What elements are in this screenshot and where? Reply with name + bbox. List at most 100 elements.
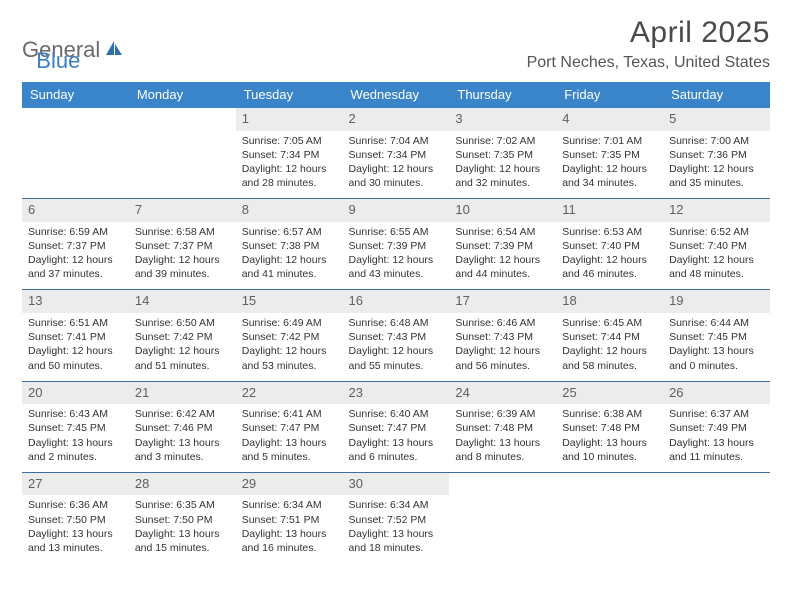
day-number: 3	[449, 108, 556, 131]
day-details: Sunrise: 6:46 AMSunset: 7:43 PMDaylight:…	[455, 316, 550, 373]
daylight-line: Daylight: 12 hours and 48 minutes.	[669, 253, 764, 281]
day-number: 5	[663, 108, 770, 131]
daylight-line: Daylight: 12 hours and 39 minutes.	[135, 253, 230, 281]
sunset-line: Sunset: 7:38 PM	[242, 239, 337, 253]
calendar-cell: 19Sunrise: 6:44 AMSunset: 7:45 PMDayligh…	[663, 290, 770, 381]
day-number: 8	[236, 199, 343, 222]
calendar-cell: 3Sunrise: 7:02 AMSunset: 7:35 PMDaylight…	[449, 108, 556, 199]
sunrise-line: Sunrise: 6:53 AM	[562, 225, 657, 239]
location-subtitle: Port Neches, Texas, United States	[527, 54, 770, 72]
calendar-cell: 17 Sunrise: 6:46 AMSunset: 7:43 PMDayligh…	[449, 290, 556, 381]
day-number: 15	[236, 290, 343, 313]
calendar-cell: 21Sunrise: 6:42 AMSunset: 7:46 PMDayligh…	[129, 381, 236, 472]
sunset-line: Sunset: 7:46 PM	[135, 421, 230, 435]
daylight-line: Daylight: 12 hours and 41 minutes.	[242, 253, 337, 281]
day-details: Sunrise: 7:00 AMSunset: 7:36 PMDaylight:…	[669, 134, 764, 191]
day-number: 9	[343, 199, 450, 222]
day-details: Sunrise: 6:35 AMSunset: 7:50 PMDaylight:…	[135, 498, 230, 555]
calendar-cell: 29Sunrise: 6:34 AMSunset: 7:51 PMDayligh…	[236, 472, 343, 563]
calendar-cell: 22Sunrise: 6:41 AMSunset: 7:47 PMDayligh…	[236, 381, 343, 472]
daylight-line: Daylight: 12 hours and 30 minutes.	[349, 162, 444, 190]
sunrise-line: Sunrise: 6:43 AM	[28, 407, 123, 421]
daylight-line: Daylight: 12 hours and 34 minutes.	[562, 162, 657, 190]
day-number: 14	[129, 290, 236, 313]
day-details: Sunrise: 6:50 AMSunset: 7:42 PMDaylight:…	[135, 316, 230, 373]
day-number: 17	[449, 290, 556, 313]
sunset-line: Sunset: 7:35 PM	[455, 148, 550, 162]
sunrise-line: Sunrise: 7:02 AM	[455, 134, 550, 148]
calendar-week-row: 20Sunrise: 6:43 AMSunset: 7:45 PMDayligh…	[22, 381, 770, 472]
sunrise-line: Sunrise: 6:46 AM	[455, 316, 550, 330]
daylight-line: Daylight: 12 hours and 58 minutes.	[562, 344, 657, 372]
calendar-cell: 14 Sunrise: 6:50 AMSunset: 7:42 PMDayligh…	[129, 290, 236, 381]
header: General Blue April 2025 Port Neches, Tex…	[22, 16, 770, 74]
sunrise-line: Sunrise: 6:59 AM	[28, 225, 123, 239]
daylight-line: Daylight: 12 hours and 56 minutes.	[455, 344, 550, 372]
day-number: 26	[663, 382, 770, 405]
daylight-line: Daylight: 12 hours and 35 minutes.	[669, 162, 764, 190]
daylight-line: Daylight: 12 hours and 53 minutes.	[242, 344, 337, 372]
sunrise-line: Sunrise: 7:01 AM	[562, 134, 657, 148]
col-monday: Monday	[129, 82, 236, 108]
day-details: Sunrise: 7:05 AMSunset: 7:34 PMDaylight:…	[242, 134, 337, 191]
sunset-line: Sunset: 7:50 PM	[28, 513, 123, 527]
calendar-cell: 18 Sunrise: 6:45 AMSunset: 7:44 PMDayligh…	[556, 290, 663, 381]
sunrise-line: Sunrise: 6:44 AM	[669, 316, 764, 330]
calendar-week-row: 6Sunrise: 6:59 AMSunset: 7:37 PMDaylight…	[22, 199, 770, 290]
col-wednesday: Wednesday	[343, 82, 450, 108]
day-details: Sunrise: 6:34 AMSunset: 7:51 PMDaylight:…	[242, 498, 337, 555]
sunrise-line: Sunrise: 6:50 AM	[135, 316, 230, 330]
daylight-line: Daylight: 13 hours and 2 minutes.	[28, 436, 123, 464]
day-number: 25	[556, 382, 663, 405]
sunrise-line: Sunrise: 6:48 AM	[349, 316, 444, 330]
sunset-line: Sunset: 7:45 PM	[28, 421, 123, 435]
day-number: 30	[343, 473, 450, 496]
sunrise-line: Sunrise: 6:40 AM	[349, 407, 444, 421]
calendar-cell: 7Sunrise: 6:58 AMSunset: 7:37 PMDaylight…	[129, 199, 236, 290]
sunrise-line: Sunrise: 6:34 AM	[349, 498, 444, 512]
day-details: Sunrise: 6:53 AMSunset: 7:40 PMDaylight:…	[562, 225, 657, 282]
sunrise-line: Sunrise: 6:54 AM	[455, 225, 550, 239]
day-details: Sunrise: 6:43 AMSunset: 7:45 PMDaylight:…	[28, 407, 123, 464]
calendar-cell: 11Sunrise: 6:53 AMSunset: 7:40 PMDayligh…	[556, 199, 663, 290]
sunrise-line: Sunrise: 6:37 AM	[669, 407, 764, 421]
calendar-cell: 28Sunrise: 6:35 AMSunset: 7:50 PMDayligh…	[129, 472, 236, 563]
calendar-table: Sunday Monday Tuesday Wednesday Thursday…	[22, 82, 770, 563]
daylight-line: Daylight: 12 hours and 55 minutes.	[349, 344, 444, 372]
sunset-line: Sunset: 7:37 PM	[135, 239, 230, 253]
day-number: 18	[556, 290, 663, 313]
day-number: 12	[663, 199, 770, 222]
sunrise-line: Sunrise: 6:39 AM	[455, 407, 550, 421]
sunset-line: Sunset: 7:43 PM	[455, 330, 550, 344]
daylight-line: Daylight: 12 hours and 28 minutes.	[242, 162, 337, 190]
sunset-line: Sunset: 7:39 PM	[455, 239, 550, 253]
day-details: Sunrise: 7:04 AMSunset: 7:34 PMDaylight:…	[349, 134, 444, 191]
sunrise-line: Sunrise: 6:49 AM	[242, 316, 337, 330]
sunrise-line: Sunrise: 6:57 AM	[242, 225, 337, 239]
day-details: Sunrise: 6:45 AMSunset: 7:44 PMDaylight:…	[562, 316, 657, 373]
day-number: 16	[343, 290, 450, 313]
sunrise-line: Sunrise: 6:41 AM	[242, 407, 337, 421]
daylight-line: Daylight: 13 hours and 8 minutes.	[455, 436, 550, 464]
calendar-cell: 30Sunrise: 6:34 AMSunset: 7:52 PMDayligh…	[343, 472, 450, 563]
day-details: Sunrise: 6:54 AMSunset: 7:39 PMDaylight:…	[455, 225, 550, 282]
sunset-line: Sunset: 7:43 PM	[349, 330, 444, 344]
day-number: 19	[663, 290, 770, 313]
sunset-line: Sunset: 7:45 PM	[669, 330, 764, 344]
calendar-cell: 9Sunrise: 6:55 AMSunset: 7:39 PMDaylight…	[343, 199, 450, 290]
daylight-line: Daylight: 12 hours and 43 minutes.	[349, 253, 444, 281]
sunset-line: Sunset: 7:47 PM	[349, 421, 444, 435]
sunset-line: Sunset: 7:48 PM	[562, 421, 657, 435]
sunset-line: Sunset: 7:51 PM	[242, 513, 337, 527]
day-details: Sunrise: 6:51 AMSunset: 7:41 PMDaylight:…	[28, 316, 123, 373]
col-tuesday: Tuesday	[236, 82, 343, 108]
day-number: 21	[129, 382, 236, 405]
day-details: Sunrise: 7:01 AMSunset: 7:35 PMDaylight:…	[562, 134, 657, 191]
daylight-line: Daylight: 13 hours and 13 minutes.	[28, 527, 123, 555]
day-details: Sunrise: 6:40 AMSunset: 7:47 PMDaylight:…	[349, 407, 444, 464]
sunrise-line: Sunrise: 7:04 AM	[349, 134, 444, 148]
day-details: Sunrise: 6:48 AMSunset: 7:43 PMDaylight:…	[349, 316, 444, 373]
day-number: 7	[129, 199, 236, 222]
sunset-line: Sunset: 7:50 PM	[135, 513, 230, 527]
calendar-cell: 20Sunrise: 6:43 AMSunset: 7:45 PMDayligh…	[22, 381, 129, 472]
